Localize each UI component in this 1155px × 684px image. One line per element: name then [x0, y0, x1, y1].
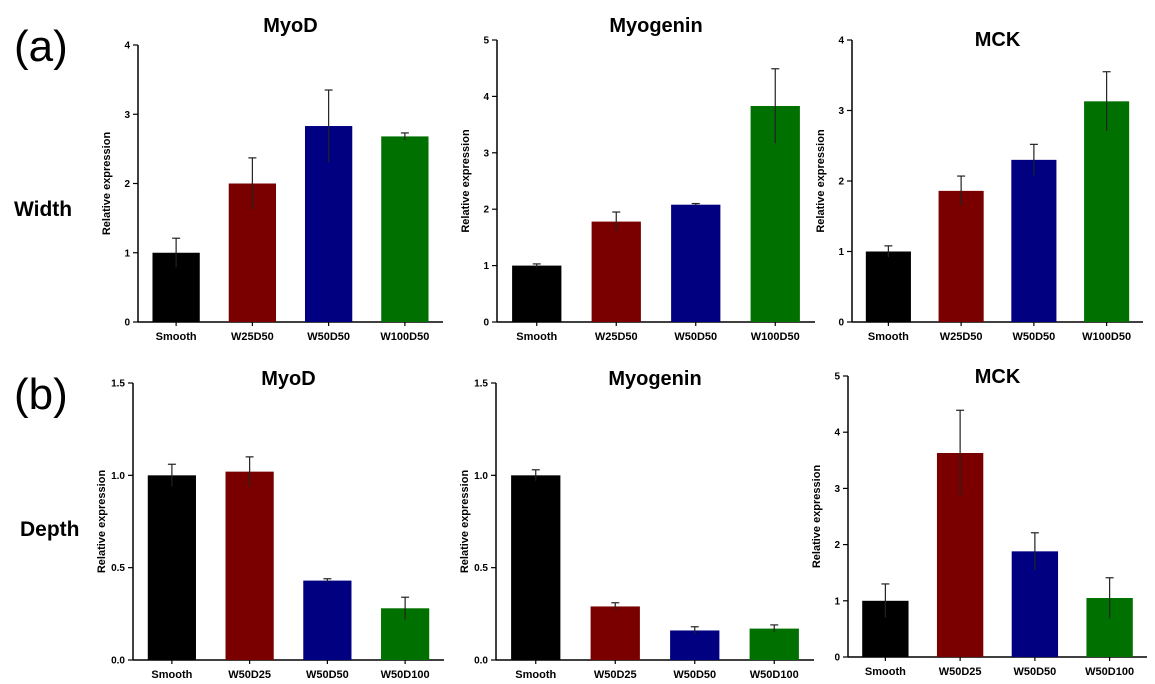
y-tick-label: 5: [483, 36, 489, 47]
y-axis-label: Relative expression: [96, 470, 108, 574]
y-tick-label: 0.0: [474, 656, 488, 667]
y-tick-label: 1.0: [474, 471, 488, 482]
x-tick-label: W50D50: [1012, 331, 1055, 343]
bar-smooth: [147, 475, 196, 660]
y-tick-label: 2: [838, 177, 844, 188]
x-tick-label: Smooth: [868, 331, 909, 343]
y-tick-label: 2: [834, 540, 840, 551]
x-tick-label: W50D100: [381, 669, 430, 681]
y-tick-label: 3: [124, 110, 130, 121]
x-tick-label: Smooth: [516, 331, 557, 343]
x-tick-label: W50D25: [594, 669, 637, 681]
bar-w25d50: [591, 221, 641, 322]
y-tick-label: 3: [483, 148, 489, 159]
x-tick-label: W50D50: [306, 669, 349, 681]
x-tick-label: Smooth: [156, 331, 197, 343]
x-tick-label: W50D100: [750, 669, 799, 681]
bar-w100d50: [1084, 101, 1130, 323]
panel-label-b: (b): [14, 370, 68, 419]
chart-title: MCK: [975, 29, 1021, 51]
y-tick-label: 3: [834, 484, 840, 495]
bar-smooth: [511, 475, 561, 660]
bar-w25d50: [938, 190, 984, 322]
x-tick-label: W50D50: [673, 669, 716, 681]
chart-title: MyoD: [263, 15, 317, 37]
bar-smooth: [865, 251, 911, 322]
y-tick-label: 1.0: [111, 471, 125, 482]
y-tick-label: 4: [838, 36, 844, 47]
y-axis-label: Relative expression: [815, 129, 827, 233]
y-tick-label: 5: [834, 372, 840, 383]
y-tick-label: 1: [124, 248, 130, 259]
y-tick-label: 1: [838, 247, 844, 258]
x-tick-label: Smooth: [515, 669, 556, 681]
y-tick-label: 2: [483, 205, 489, 216]
x-tick-label: W50D50: [1013, 666, 1056, 678]
x-tick-label: W50D100: [1085, 666, 1134, 678]
x-tick-label: W50D25: [228, 669, 271, 681]
y-tick-label: 0: [834, 653, 840, 664]
y-tick-label: 4: [124, 41, 130, 52]
y-axis-label: Relative expression: [101, 132, 113, 236]
y-tick-label: 1.5: [474, 379, 488, 390]
bar-w50d25: [225, 471, 274, 660]
row-label-depth: Depth: [20, 518, 80, 541]
y-tick-label: 2: [124, 179, 130, 190]
x-tick-label: W25D50: [940, 331, 983, 343]
x-tick-label: W50D25: [939, 666, 982, 678]
y-tick-label: 0.5: [111, 563, 125, 574]
y-tick-label: 1: [483, 261, 489, 272]
y-tick-label: 0.5: [474, 563, 488, 574]
y-tick-label: 1.5: [111, 379, 125, 390]
y-tick-label: 4: [483, 92, 489, 103]
x-tick-label: W50D50: [307, 331, 350, 343]
y-tick-label: 3: [838, 106, 844, 117]
panel-label-a: (a): [14, 22, 68, 71]
y-tick-label: 0: [483, 318, 489, 329]
x-tick-label: Smooth: [865, 666, 906, 678]
x-tick-label: W100D50: [380, 331, 429, 343]
y-axis-label: Relative expression: [460, 129, 472, 233]
bar-w50d100: [749, 628, 799, 660]
row-label-width: Width: [14, 198, 73, 221]
bar-w50d50: [1011, 159, 1057, 322]
bar-smooth: [512, 265, 562, 322]
x-tick-label: W25D50: [595, 331, 638, 343]
chart-title: MyoD: [261, 368, 315, 390]
y-axis-label: Relative expression: [459, 470, 471, 574]
y-tick-label: 1: [834, 596, 840, 607]
x-tick-label: Smooth: [151, 669, 192, 681]
y-tick-label: 4: [834, 428, 840, 439]
bar-w50d50: [670, 630, 720, 660]
x-tick-label: W100D50: [751, 331, 800, 343]
x-tick-label: W100D50: [1082, 331, 1131, 343]
bar-w50d50: [303, 580, 352, 660]
x-tick-label: W25D50: [231, 331, 274, 343]
x-tick-label: W50D50: [674, 331, 717, 343]
chart-title: MCK: [975, 366, 1021, 388]
y-axis-label: Relative expression: [811, 465, 823, 569]
bar-w50d50: [671, 204, 721, 322]
y-tick-label: 0: [838, 318, 844, 329]
bar-w50d25: [590, 606, 640, 660]
chart-title: Myogenin: [609, 15, 702, 37]
bar-w100d50: [381, 136, 429, 322]
y-tick-label: 0: [124, 318, 130, 329]
chart-title: Myogenin: [608, 368, 701, 390]
y-tick-label: 0.0: [111, 656, 125, 667]
